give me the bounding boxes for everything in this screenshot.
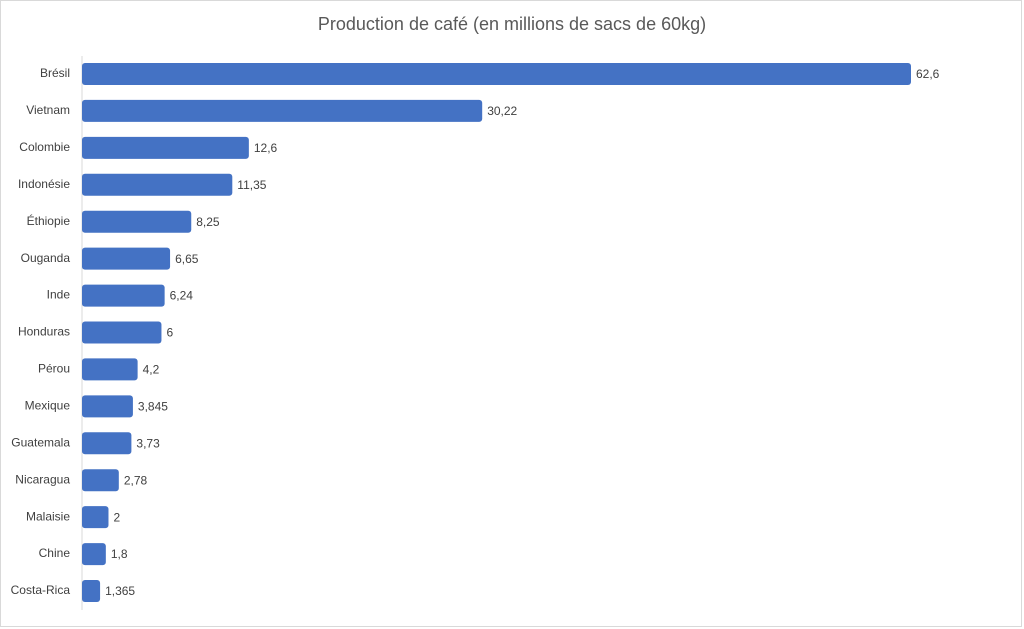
y-tick-label: Pérou	[38, 362, 70, 376]
y-tick-label: Ouganda	[21, 251, 71, 265]
data-label: 1,8	[111, 547, 128, 561]
chart-title: Production de café (en millions de sacs …	[318, 14, 706, 34]
bar	[82, 173, 233, 196]
data-label: 3,845	[138, 400, 168, 414]
bar	[82, 99, 483, 122]
data-label: 8,25	[196, 215, 220, 229]
bar	[82, 247, 171, 270]
y-tick-label: Indonésie	[18, 177, 70, 191]
data-label: 11,35	[237, 178, 266, 192]
data-label: 6	[166, 326, 173, 340]
data-label: 6,24	[170, 289, 194, 303]
data-label: 1,365	[105, 584, 135, 598]
y-tick-label: Malaisie	[26, 509, 70, 523]
bar	[82, 321, 162, 344]
y-tick-label: Colombie	[19, 140, 70, 154]
data-label: 12,6	[254, 141, 278, 155]
bar	[82, 210, 192, 233]
data-label: 30,22	[487, 104, 517, 118]
data-label: 62,6	[916, 67, 940, 81]
y-tick-label: Éthiopie	[27, 213, 71, 228]
y-tick-label: Brésil	[40, 66, 70, 80]
y-tick-label: Vietnam	[26, 103, 70, 117]
bar	[82, 63, 911, 85]
bar	[82, 136, 249, 159]
y-tick-label: Chine	[39, 546, 71, 560]
y-tick-label: Inde	[47, 288, 71, 302]
data-label: 4,2	[143, 363, 160, 377]
y-tick-label: Guatemala	[11, 435, 70, 449]
y-tick-label: Mexique	[25, 399, 71, 413]
y-tick-label: Nicaragua	[15, 472, 70, 486]
bar	[82, 580, 101, 602]
bar	[82, 358, 138, 381]
bar	[82, 395, 133, 418]
data-label: 6,65	[175, 252, 199, 266]
bar	[82, 284, 165, 307]
bar	[82, 506, 109, 529]
data-label: 2	[113, 510, 120, 524]
data-label: 3,73	[136, 436, 160, 450]
bar	[82, 432, 132, 455]
bar	[82, 469, 119, 492]
y-tick-label: Honduras	[18, 325, 70, 339]
data-label: 2,78	[124, 473, 148, 487]
y-tick-label: Costa-Rica	[11, 583, 71, 597]
bar	[82, 543, 106, 566]
